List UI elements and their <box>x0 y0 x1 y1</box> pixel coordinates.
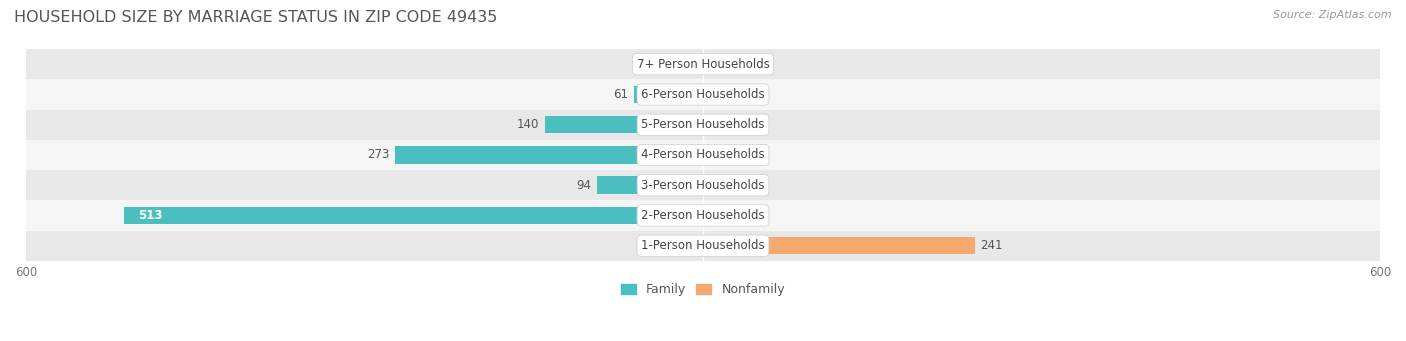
Text: 94: 94 <box>576 179 592 192</box>
Text: 0: 0 <box>728 118 737 131</box>
Bar <box>598 176 703 194</box>
Bar <box>27 79 1379 109</box>
Bar <box>703 116 723 133</box>
Bar <box>703 207 733 224</box>
Text: 513: 513 <box>138 209 162 222</box>
Bar <box>27 170 1379 201</box>
Bar <box>27 49 1379 79</box>
Text: 2-Person Households: 2-Person Households <box>641 209 765 222</box>
Text: 16: 16 <box>664 58 679 71</box>
Bar <box>27 140 1379 170</box>
Text: 6-Person Households: 6-Person Households <box>641 88 765 101</box>
Bar <box>634 86 703 103</box>
Bar <box>124 207 703 224</box>
Text: 0: 0 <box>728 58 737 71</box>
Text: 61: 61 <box>613 88 628 101</box>
Bar <box>546 116 703 133</box>
Bar <box>27 109 1379 140</box>
Text: 3-Person Households: 3-Person Households <box>641 179 765 192</box>
Text: HOUSEHOLD SIZE BY MARRIAGE STATUS IN ZIP CODE 49435: HOUSEHOLD SIZE BY MARRIAGE STATUS IN ZIP… <box>14 10 498 25</box>
Text: 4-Person Households: 4-Person Households <box>641 148 765 162</box>
Text: 26: 26 <box>738 209 754 222</box>
Bar <box>703 237 974 254</box>
Text: 140: 140 <box>517 118 540 131</box>
Text: 241: 241 <box>980 239 1002 252</box>
Bar <box>703 176 713 194</box>
Text: 7+ Person Households: 7+ Person Households <box>637 58 769 71</box>
Bar <box>395 146 703 164</box>
Text: Source: ZipAtlas.com: Source: ZipAtlas.com <box>1274 10 1392 20</box>
Bar <box>27 201 1379 231</box>
Bar <box>703 146 723 164</box>
Text: 9: 9 <box>718 179 727 192</box>
Text: 0: 0 <box>728 88 737 101</box>
Legend: Family, Nonfamily: Family, Nonfamily <box>616 278 790 301</box>
Text: 0: 0 <box>728 148 737 162</box>
Bar <box>685 56 703 73</box>
Bar <box>27 231 1379 261</box>
Text: 5-Person Households: 5-Person Households <box>641 118 765 131</box>
Text: 1-Person Households: 1-Person Households <box>641 239 765 252</box>
Bar <box>703 56 723 73</box>
Bar <box>703 86 723 103</box>
Text: 273: 273 <box>367 148 389 162</box>
